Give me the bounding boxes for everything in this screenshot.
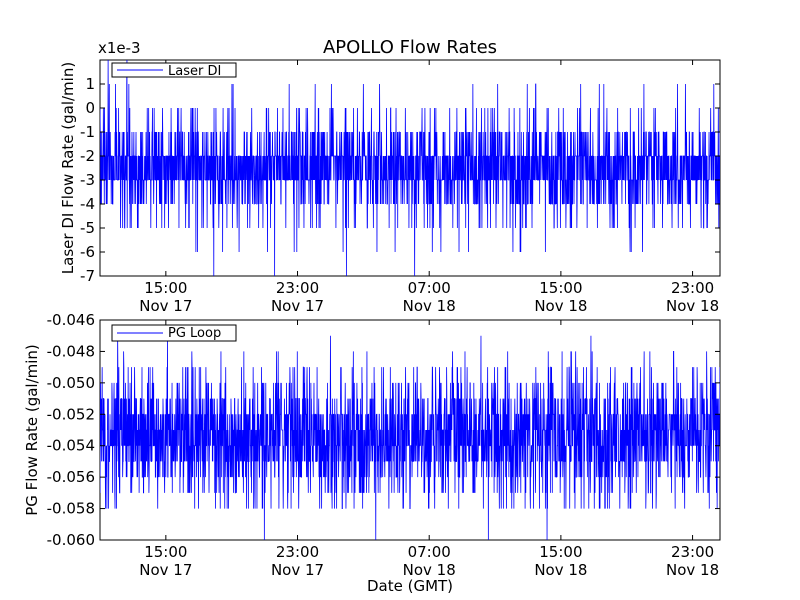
y-tick-label: -6 [80, 243, 95, 261]
bottom-y-axis-label: PG Flow Rate (gal/min) [23, 344, 41, 516]
y-tick-label: -1 [80, 123, 95, 141]
y-tick-label: 1 [85, 75, 95, 93]
x-tick-label-date: Nov 18 [666, 561, 719, 579]
x-tick-label-date: Nov 17 [271, 297, 324, 315]
y-tick-label: 0 [85, 99, 95, 117]
x-tick-label-time: 15:00 [539, 279, 582, 297]
x-tick-label-time: 23:00 [671, 279, 714, 297]
x-tick-label-time: 15:00 [539, 543, 582, 561]
x-tick-label-time: 23:00 [671, 543, 714, 561]
x-tick-label-time: 07:00 [408, 279, 451, 297]
y-tick-label: -0.050 [47, 374, 95, 392]
x-tick-label-date: Nov 17 [139, 297, 192, 315]
top-y-axis-label: Laser DI Flow Rate (gal/min) [59, 62, 77, 274]
y-tick-label: -0.048 [47, 342, 95, 360]
y-tick-label: -0.052 [47, 405, 95, 423]
top-y-axis: 1 0 -1 -2 -3 -4 -5 -6 -7 [80, 75, 720, 285]
y-tick-label: -0.056 [47, 468, 95, 486]
x-tick-label-date: Nov 18 [403, 297, 456, 315]
y-tick-label: -0.060 [47, 531, 95, 549]
pg-loop-series [100, 335, 720, 540]
top-legend-box [111, 62, 237, 78]
bottom-y-axis: -0.046 -0.048 -0.050 -0.052 -0.054 -0.056 -0.0… [47, 311, 720, 549]
x-tick-label-date: Nov 18 [666, 297, 719, 315]
x-tick-label-time: 23:00 [276, 543, 319, 561]
y-tick-label: -3 [80, 171, 95, 189]
chart-title: APOLLO Flow Rates [323, 37, 497, 58]
laser-di-series [100, 60, 720, 276]
y-tick-label: -5 [80, 219, 95, 237]
x-axis-label: Date (GMT) [367, 577, 453, 595]
x-tick-label-time: 15:00 [144, 543, 187, 561]
y-tick-label: -7 [80, 267, 95, 285]
x-tick-label-date: Nov 17 [271, 561, 324, 579]
y-tick-label: -2 [80, 147, 95, 165]
x-tick-label-time: 23:00 [276, 279, 319, 297]
y-tick-label: -0.058 [47, 500, 95, 518]
bottom-legend: PG Loop [111, 324, 237, 342]
bottom-legend-box [111, 324, 237, 342]
bottom-panel: -0.046 -0.048 -0.050 -0.052 -0.054 -0.056 -0.0… [23, 311, 721, 595]
x-tick-label-date: Nov 18 [534, 561, 587, 579]
y-tick-label: -0.054 [47, 437, 95, 455]
x-tick-label-date: Nov 18 [403, 561, 456, 579]
y-tick-label: -4 [80, 195, 95, 213]
x-tick-label-date: Nov 17 [139, 561, 192, 579]
top-legend: Laser DI [111, 62, 237, 79]
x-tick-label-date: Nov 18 [534, 297, 587, 315]
bottom-legend-label: PG Loop [168, 326, 221, 341]
series-line [100, 60, 720, 276]
top-legend-label: Laser DI [168, 64, 221, 79]
y-tick-label: -0.046 [47, 311, 95, 329]
series-line [100, 335, 720, 540]
x-tick-label-time: 15:00 [144, 279, 187, 297]
x-tick-label-time: 07:00 [408, 543, 451, 561]
y-scale-note: x1e-3 [98, 39, 141, 57]
